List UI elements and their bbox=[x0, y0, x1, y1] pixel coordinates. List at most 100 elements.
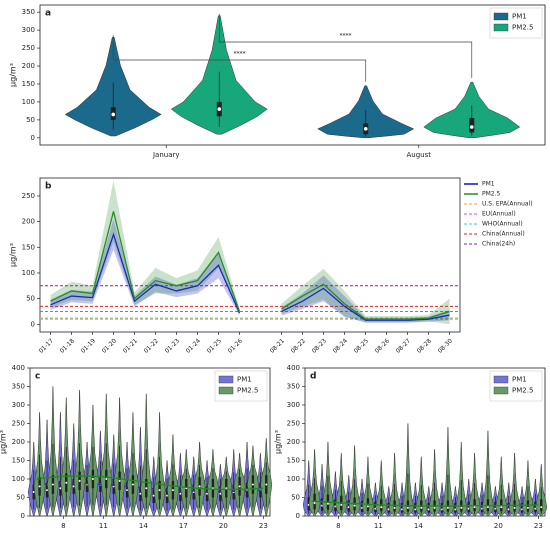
y-tick-label: 100 bbox=[287, 475, 300, 483]
y-tick-label: 200 bbox=[287, 438, 300, 446]
median bbox=[500, 506, 503, 509]
median bbox=[433, 506, 436, 509]
median bbox=[393, 506, 396, 509]
x-tick-label: 08-21 bbox=[269, 337, 286, 354]
y-tick-label: 350 bbox=[22, 8, 35, 16]
iqr-box bbox=[334, 499, 337, 512]
y-tick-label: 100 bbox=[22, 269, 35, 277]
median bbox=[217, 107, 222, 111]
y-tick-label: 200 bbox=[22, 62, 35, 70]
iqr-box bbox=[507, 503, 510, 513]
legend-label: PM1 bbox=[237, 376, 252, 384]
median bbox=[179, 492, 182, 495]
median bbox=[72, 485, 75, 488]
x-tick-label: 17 bbox=[179, 522, 188, 530]
median bbox=[46, 489, 49, 492]
legend-label: EU(Annual) bbox=[482, 211, 516, 218]
x-tick-label: 08-27 bbox=[395, 337, 412, 354]
median bbox=[540, 506, 543, 509]
x-tick-label: 08-23 bbox=[311, 337, 328, 354]
iqr-box bbox=[520, 503, 524, 513]
median bbox=[38, 485, 41, 488]
x-tick-label: 14 bbox=[139, 522, 148, 530]
legend-swatch bbox=[493, 12, 509, 21]
iqr-box bbox=[480, 501, 484, 513]
x-tick-label: 23 bbox=[534, 522, 543, 530]
median bbox=[51, 483, 54, 486]
x-tick-label: 01-23 bbox=[164, 337, 181, 354]
x-tick-label: 14 bbox=[414, 522, 423, 530]
panel-label: d bbox=[310, 372, 316, 382]
median bbox=[152, 494, 155, 497]
median bbox=[526, 506, 529, 509]
median bbox=[65, 481, 68, 484]
x-tick-label: 01-17 bbox=[38, 337, 55, 354]
y-tick-label: 300 bbox=[22, 26, 35, 34]
y-tick-label: 150 bbox=[287, 457, 300, 465]
median bbox=[406, 506, 409, 509]
x-tick-label: 17 bbox=[454, 522, 463, 530]
iqr-box bbox=[540, 499, 543, 512]
y-tick-label: 250 bbox=[22, 192, 35, 200]
median bbox=[363, 127, 368, 131]
x-tick-label: 01-20 bbox=[101, 337, 118, 354]
legend-swatch bbox=[218, 375, 234, 384]
y-axis-label: μg/m³ bbox=[9, 63, 18, 87]
y-axis-label: μg/m³ bbox=[0, 430, 8, 454]
median bbox=[446, 506, 449, 509]
error-band bbox=[281, 275, 450, 323]
median bbox=[219, 492, 222, 495]
plot-frame bbox=[39, 177, 461, 333]
legend-label: WHO(Annual) bbox=[482, 221, 523, 228]
median bbox=[313, 502, 316, 505]
error-band bbox=[281, 268, 450, 325]
y-tick-label: 250 bbox=[12, 420, 25, 428]
median bbox=[166, 494, 169, 497]
x-tick-label: 01-18 bbox=[59, 337, 76, 354]
legend-label: PM2.5 bbox=[482, 191, 501, 198]
x-tick-label: 01-22 bbox=[143, 337, 160, 354]
median bbox=[158, 489, 161, 492]
y-tick-label: 250 bbox=[287, 420, 300, 428]
median bbox=[380, 506, 383, 509]
series-line bbox=[50, 232, 450, 321]
error-band bbox=[50, 219, 240, 316]
legend-swatch bbox=[493, 375, 509, 384]
y-tick-label: 300 bbox=[287, 401, 300, 409]
y-tick-label: 200 bbox=[12, 438, 25, 446]
x-tick-label: 08-22 bbox=[290, 337, 307, 354]
median bbox=[469, 125, 474, 129]
panel-label: c bbox=[35, 372, 40, 382]
x-tick-label: 08-30 bbox=[437, 337, 454, 354]
legend-swatch bbox=[493, 386, 509, 395]
median bbox=[91, 478, 94, 480]
y-tick-label: 150 bbox=[22, 80, 35, 88]
x-tick-label: 01-19 bbox=[80, 337, 97, 354]
y-tick-label: 50 bbox=[16, 494, 25, 502]
iqr-box bbox=[427, 503, 430, 513]
x-tick-label: 8 bbox=[336, 522, 340, 530]
iqr-box bbox=[347, 500, 350, 512]
median bbox=[105, 478, 108, 480]
median bbox=[486, 506, 489, 509]
y-tick-label: 350 bbox=[287, 383, 300, 391]
legend-label: China(Annual) bbox=[482, 231, 525, 238]
y-tick-label: 0 bbox=[31, 134, 35, 142]
violin bbox=[455, 441, 468, 517]
legend-label: PM2.5 bbox=[512, 24, 533, 32]
y-tick-label: 50 bbox=[26, 116, 35, 124]
iqr-box bbox=[440, 503, 444, 513]
iqr-box bbox=[454, 503, 457, 513]
y-tick-label: 0 bbox=[31, 320, 35, 328]
x-tick-label: 23 bbox=[259, 522, 268, 530]
panel-label: a bbox=[45, 9, 51, 19]
y-tick-label: 50 bbox=[26, 295, 35, 303]
series-line bbox=[50, 211, 450, 320]
y-tick-label: 100 bbox=[12, 475, 25, 483]
panel-label: b bbox=[45, 182, 52, 192]
legend-label: PM1 bbox=[512, 376, 527, 384]
y-tick-label: 400 bbox=[287, 364, 300, 372]
x-tick-label: 08-24 bbox=[332, 337, 349, 354]
iqr-box bbox=[360, 501, 364, 512]
